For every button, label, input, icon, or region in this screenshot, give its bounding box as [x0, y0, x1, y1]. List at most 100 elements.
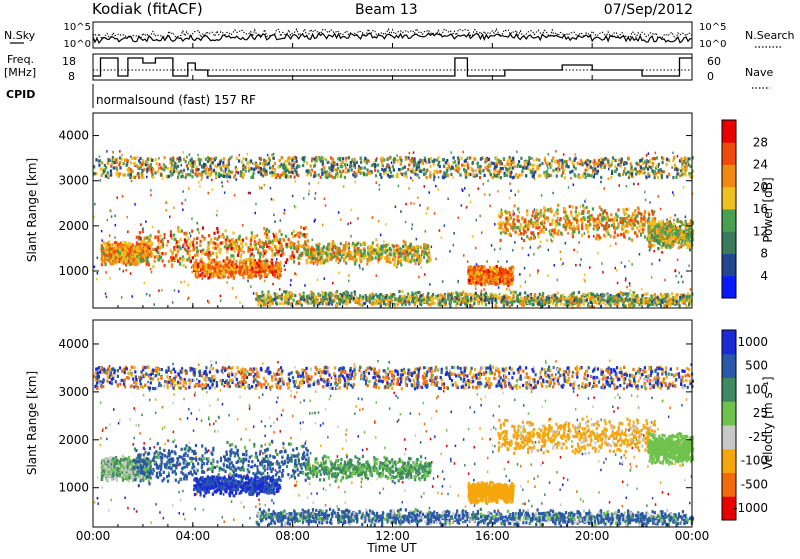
- power-echo-cell: [115, 253, 117, 256]
- power-sparse-echo: [466, 206, 468, 209]
- power-echo-cell: [194, 254, 196, 257]
- power-echo-cell: [164, 233, 166, 236]
- power-sparse-echo: [181, 202, 183, 205]
- power-echo-cell: [129, 263, 131, 266]
- power-echo-cell: [373, 252, 375, 255]
- freq-label-1: Freq.: [7, 53, 34, 66]
- power-sparse-echo: [284, 209, 286, 212]
- power-sparse-echo: [395, 206, 397, 209]
- power-echo-cell: [481, 302, 483, 305]
- power-echo-cell: [576, 225, 578, 228]
- power-sparse-echo: [533, 253, 535, 256]
- power-echo-cell: [255, 275, 257, 278]
- power-sparse-echo: [283, 212, 285, 215]
- power-sparse-echo: [601, 262, 603, 265]
- power-sparse-echo: [183, 151, 185, 154]
- power-echo-cell: [232, 254, 234, 257]
- power-sparse-echo: [208, 192, 210, 195]
- power-sparse-echo: [467, 260, 469, 263]
- power-sparse-echo: [521, 237, 523, 240]
- power-echo-cell: [313, 248, 315, 251]
- power-sparse-echo: [208, 302, 210, 305]
- power-echo-cell: [318, 256, 320, 259]
- power-echo-cell: [539, 215, 541, 218]
- power-sparse-echo: [166, 201, 168, 204]
- power-sparse-echo: [491, 244, 493, 247]
- power-sparse-echo: [604, 187, 606, 190]
- power-echo-cell: [151, 253, 153, 256]
- power-echo-cell: [224, 259, 226, 262]
- power-echo-cell: [616, 219, 618, 222]
- power-echo-cell: [323, 245, 325, 248]
- power-sparse-echo: [565, 242, 567, 245]
- power-echo-cell: [679, 232, 681, 235]
- power-echo-cell: [434, 302, 436, 305]
- power-sparse-echo: [580, 205, 582, 208]
- power-echo-cell: [627, 230, 629, 233]
- power-echo-cell: [177, 260, 179, 263]
- power-echo-cell: [293, 255, 295, 258]
- power-echo-cell: [642, 228, 644, 231]
- power-echo-cell: [251, 252, 253, 255]
- power-echo-cell: [216, 268, 218, 271]
- power-echo-cell: [306, 259, 308, 262]
- power-echo-cell: [181, 229, 183, 232]
- power-echo-cell: [303, 247, 305, 250]
- power-echo-cell: [113, 247, 115, 250]
- power-echo-cell: [177, 226, 179, 229]
- power-echo-cell: [202, 227, 204, 230]
- power-echo-cell: [235, 243, 237, 246]
- power-echo-cell: [223, 271, 225, 274]
- power-sparse-echo: [97, 257, 99, 260]
- power-echo-cell: [472, 277, 474, 280]
- power-sparse-echo: [338, 262, 340, 265]
- power-echo-cell: [403, 252, 405, 255]
- power-echo-cell: [352, 242, 354, 245]
- power-sparse-echo: [99, 179, 101, 182]
- power-echo-cell: [521, 297, 523, 300]
- power-sparse-echo: [478, 187, 480, 190]
- power-sparse-echo: [476, 219, 478, 222]
- power-echo-cell: [316, 244, 318, 247]
- power-echo-cell: [660, 234, 662, 237]
- power-sparse-echo: [105, 292, 107, 295]
- power-echo-cell: [226, 256, 228, 259]
- power-echo-cell: [240, 255, 242, 258]
- power-echo-cell: [268, 230, 270, 233]
- power-sparse-echo: [653, 250, 655, 253]
- power-sparse-echo: [314, 219, 316, 222]
- power-echo-cell: [242, 276, 244, 279]
- power-sparse-echo: [107, 219, 109, 222]
- power-echo-cell: [196, 246, 198, 249]
- power-echo-cell: [594, 226, 596, 229]
- power-echo-cell: [517, 207, 519, 210]
- power-sparse-echo: [670, 217, 672, 220]
- station-title: Kodiak (fitACF): [92, 0, 203, 18]
- power-sparse-echo: [351, 209, 353, 212]
- power-echo-cell: [208, 257, 210, 260]
- power-echo-cell: [500, 231, 502, 234]
- power-echo-cell: [261, 260, 263, 263]
- power-echo-cell: [307, 240, 309, 243]
- power-echo-cell: [301, 254, 303, 257]
- power-sparse-echo: [573, 184, 575, 187]
- power-sparse-echo: [608, 178, 610, 181]
- power-echo-cell: [587, 220, 589, 223]
- power-echo-cell: [202, 265, 204, 268]
- power-echo-cell: [366, 262, 368, 265]
- power-sparse-echo: [530, 246, 532, 249]
- power-sparse-echo: [681, 275, 683, 278]
- power-echo-cell: [219, 251, 221, 254]
- power-echo-cell: [396, 244, 398, 247]
- power-sparse-echo: [261, 187, 263, 190]
- power-sparse-echo: [562, 262, 564, 265]
- power-sparse-echo: [626, 286, 628, 289]
- power-sparse-echo: [651, 263, 653, 266]
- power-echo-cell: [602, 219, 604, 222]
- power-echo-cell: [226, 236, 228, 239]
- power-echo-cell: [469, 279, 471, 282]
- power-echo-cell: [320, 256, 322, 259]
- power-echo-cell: [215, 252, 217, 255]
- power-echo-cell: [263, 227, 265, 230]
- power-sparse-echo: [121, 154, 123, 157]
